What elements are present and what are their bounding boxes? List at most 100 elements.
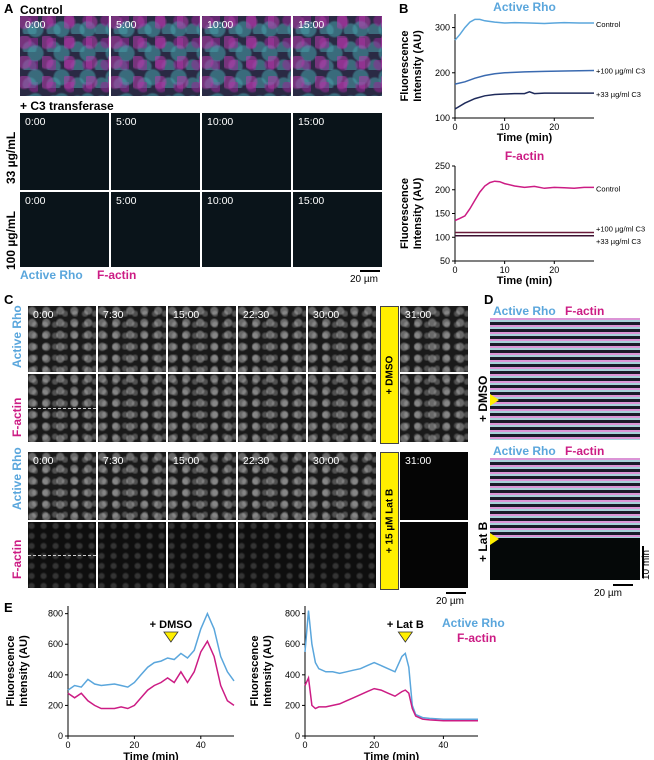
panel-c-tile-rho2-2: 15:00 — [168, 452, 236, 520]
chart-b-factin: F-actin 0 10 20 50 100 150 200 250 Time (min) Fluo… — [399, 149, 645, 287]
x-tick-label: 40 — [196, 740, 206, 750]
panel-c-dmso-label: + DMSO — [384, 355, 395, 395]
panel-d-scalebar-line — [613, 584, 633, 586]
y-tick-label: 200 — [285, 700, 300, 710]
panel-c-timestamp: 22:30 — [243, 309, 270, 321]
panel-c-timestamp-after: 31:00 — [405, 309, 432, 321]
panel-a-timestamp: 0:00 — [25, 116, 46, 128]
series-line-0 — [454, 180, 594, 222]
y-axis-label-line1: Fluorescence — [399, 31, 411, 102]
panel-d-header-factin-1: F-actin — [565, 304, 605, 318]
y-tick-label: 150 — [435, 209, 450, 219]
y-axis-label-line2: Intensity (AU) — [412, 30, 424, 102]
panel-c-latb-box: + 15 µM Lat B — [380, 452, 399, 590]
annotation-arrow — [397, 631, 414, 643]
panel-a-scalebar-label: 20 µm — [350, 274, 378, 285]
panel-c-tile-fact2-0 — [28, 522, 96, 588]
y-tick-label: 100 — [435, 232, 450, 242]
chart-title: Active Rho — [493, 0, 556, 14]
x-axis-label: Time (min) — [123, 751, 179, 760]
panel-c-tile-rho2-1: 7:30 — [98, 452, 166, 520]
panel-label-c: C — [4, 292, 14, 307]
y-tick-label: 0 — [295, 731, 300, 741]
panel-c-kymo-line — [28, 555, 96, 556]
panel-a-scalebar-line — [360, 270, 380, 272]
panel-a-tile-100-2: 10:00 — [202, 192, 291, 267]
y-axis-label-line1: Fluorescence — [250, 636, 261, 707]
chart-title: F-actin — [505, 149, 544, 163]
panel-c-timestamp: 0:00 — [33, 455, 54, 467]
series-line-1 — [67, 639, 235, 710]
panel-c-tile-rho1-1: 7:30 — [98, 306, 166, 372]
x-axis-label: Time (min) — [497, 132, 553, 144]
panel-d-dmso-label: + DMSO — [476, 375, 490, 422]
annotation-label: + DMSO — [150, 619, 193, 631]
y-tick-label: 800 — [285, 609, 300, 619]
panel-label-d: D — [484, 292, 494, 307]
panel-label-a: A — [4, 1, 14, 16]
panel-c-scalebar-line — [446, 592, 466, 594]
x-tick-label: 20 — [549, 122, 559, 132]
panel-a-timestamp: 15:00 — [298, 19, 325, 31]
panel-c-tile-rho1-4: 30:00 — [308, 306, 376, 372]
panel-c-tile-fact1-0 — [28, 374, 96, 442]
y-tick-label: 250 — [435, 161, 450, 171]
x-axis-label: Time (min) — [364, 751, 420, 760]
y-axis-label-line2: Intensity (AU) — [412, 177, 424, 249]
y-tick-label: 200 — [435, 68, 450, 78]
series-line-0 — [454, 18, 594, 41]
x-tick-label: 0 — [452, 265, 457, 275]
panel-c-timestamp: 15:00 — [173, 309, 200, 321]
y-axis-label-line1: Fluorescence — [5, 636, 17, 707]
panel-label-b: B — [399, 1, 409, 16]
panel-a-timestamp: 15:00 — [298, 116, 325, 128]
panel-a-timestamp: 15:00 — [298, 195, 325, 207]
series-line-0 — [67, 611, 235, 691]
panel-a-tile-33-3: 15:00 — [293, 113, 382, 190]
panel-c-tile-fact1-1 — [98, 374, 166, 442]
series-line-1 — [454, 69, 595, 85]
panel-c-tile-fact2-1 — [98, 522, 166, 588]
x-tick-label: 0 — [302, 740, 307, 750]
panel-e-legend-factin: F-actin — [457, 631, 497, 645]
y-tick-label: 400 — [48, 670, 63, 680]
panel-a-timestamp: 10:00 — [207, 19, 234, 31]
x-tick-label: 20 — [369, 740, 379, 750]
panel-a-tile-33-0: 0:00 — [20, 113, 109, 190]
chart-b-rho: Active Rho 0 10 20 100 200 300 Time (min) Fluore… — [399, 0, 645, 144]
series-end-label-0: Control — [596, 20, 621, 29]
panel-c-timestamp: 22:30 — [243, 455, 270, 467]
y-tick-label: 200 — [435, 185, 450, 195]
x-tick-label: 0 — [65, 740, 70, 750]
series-line-1 — [304, 675, 478, 722]
panel-a-timestamp: 10:00 — [207, 116, 234, 128]
panel-c-timestamp: 7:30 — [103, 309, 124, 321]
panel-c-row-factin-1: F-actin — [10, 397, 24, 437]
series-end-label-0: Control — [596, 184, 621, 193]
panel-d-kymograph-dmso — [490, 318, 640, 440]
panel-c-tile-after-fact1 — [400, 374, 468, 442]
y-tick-label: 100 — [435, 113, 450, 123]
panel-label-e: E — [4, 600, 13, 615]
panel-c-tile-fact2-3 — [238, 522, 306, 588]
series-end-label-2: +33 µg/ml C3 — [596, 237, 641, 246]
panel-a-tile-100-0: 0:00 — [20, 192, 109, 267]
x-tick-label: 40 — [438, 740, 448, 750]
panel-a-timestamp: 5:00 — [116, 116, 137, 128]
annotation-arrow — [163, 631, 179, 643]
panel-d-time-scalebar-line — [642, 546, 644, 578]
panel-c-row-rho-1: Active Rho — [10, 305, 24, 368]
panel-a-c3-label: + C3 transferase — [20, 99, 114, 113]
panel-c-timestamp: 30:00 — [313, 309, 340, 321]
series-end-label-1: +100 µg/ml C3 — [596, 67, 645, 76]
y-tick-label: 300 — [435, 23, 450, 33]
panel-c-row-rho-2: Active Rho — [10, 447, 24, 510]
panel-c-tile-fact2-2 — [168, 522, 236, 588]
panel-d-time-scale-label: 10 min — [641, 549, 652, 580]
series-line-2 — [454, 91, 594, 110]
x-tick-label: 20 — [549, 265, 559, 275]
panel-c-dmso-box: + DMSO — [380, 306, 399, 444]
y-tick-label: 400 — [285, 670, 300, 680]
panel-a-legend-rho: Active Rho — [20, 268, 83, 282]
